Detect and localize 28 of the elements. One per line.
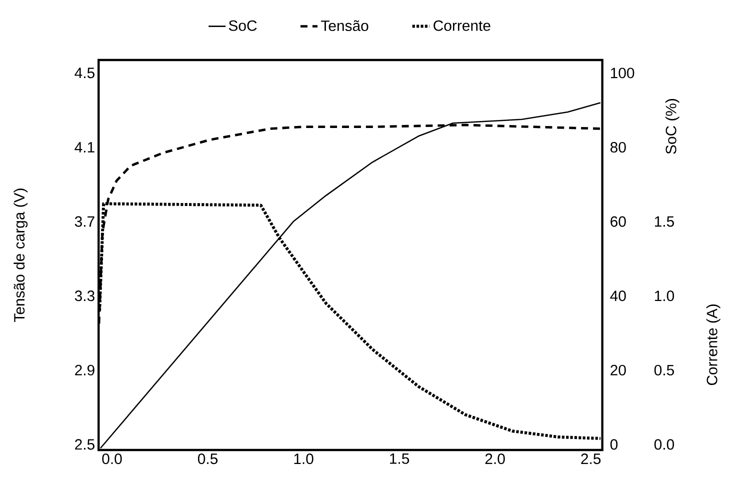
x-tick-label: 2.0: [485, 454, 505, 464]
x-tick-label: 0.0: [102, 454, 122, 464]
y-tick-label: 3.3: [74, 290, 94, 302]
y2-tick-label: 60: [610, 216, 626, 227]
y3-tick-label: 0.5: [654, 364, 674, 376]
y2-tick-label: 40: [610, 290, 626, 302]
x-tick-label: 1.5: [390, 454, 410, 464]
y2-tick-label: 100: [610, 68, 634, 78]
y2-tick-label: 80: [610, 142, 626, 153]
y-tick-label: 2.9: [75, 364, 94, 376]
legend-label: Tensão: [321, 20, 368, 32]
x-tick-label: 2.5: [581, 454, 601, 464]
y2-tick-label: 20: [610, 364, 626, 376]
y3-tick-label: 0.0: [654, 439, 674, 450]
y3-axis-title: Corrente (A): [706, 304, 720, 386]
legend-label: SoC: [228, 20, 257, 31]
legend-label: Corrente: [434, 20, 490, 31]
y-axis-title: Tensão de carga (V): [14, 188, 28, 322]
y2-tick-label: 0: [610, 439, 618, 450]
y-tick-label: 4.5: [74, 68, 94, 78]
y-tick-label: 4.1: [74, 142, 94, 152]
y3-tick-label: 1.5: [654, 216, 674, 227]
y3-tick-label: 1.0: [654, 290, 674, 302]
x-tick-label: 1.0: [294, 454, 314, 464]
y2-axis-title: SoC (%): [665, 99, 680, 154]
x-tick-label: 0.5: [198, 454, 218, 464]
y-tick-label: 2.5: [75, 439, 94, 450]
y-tick-label: 3.7: [74, 216, 94, 227]
